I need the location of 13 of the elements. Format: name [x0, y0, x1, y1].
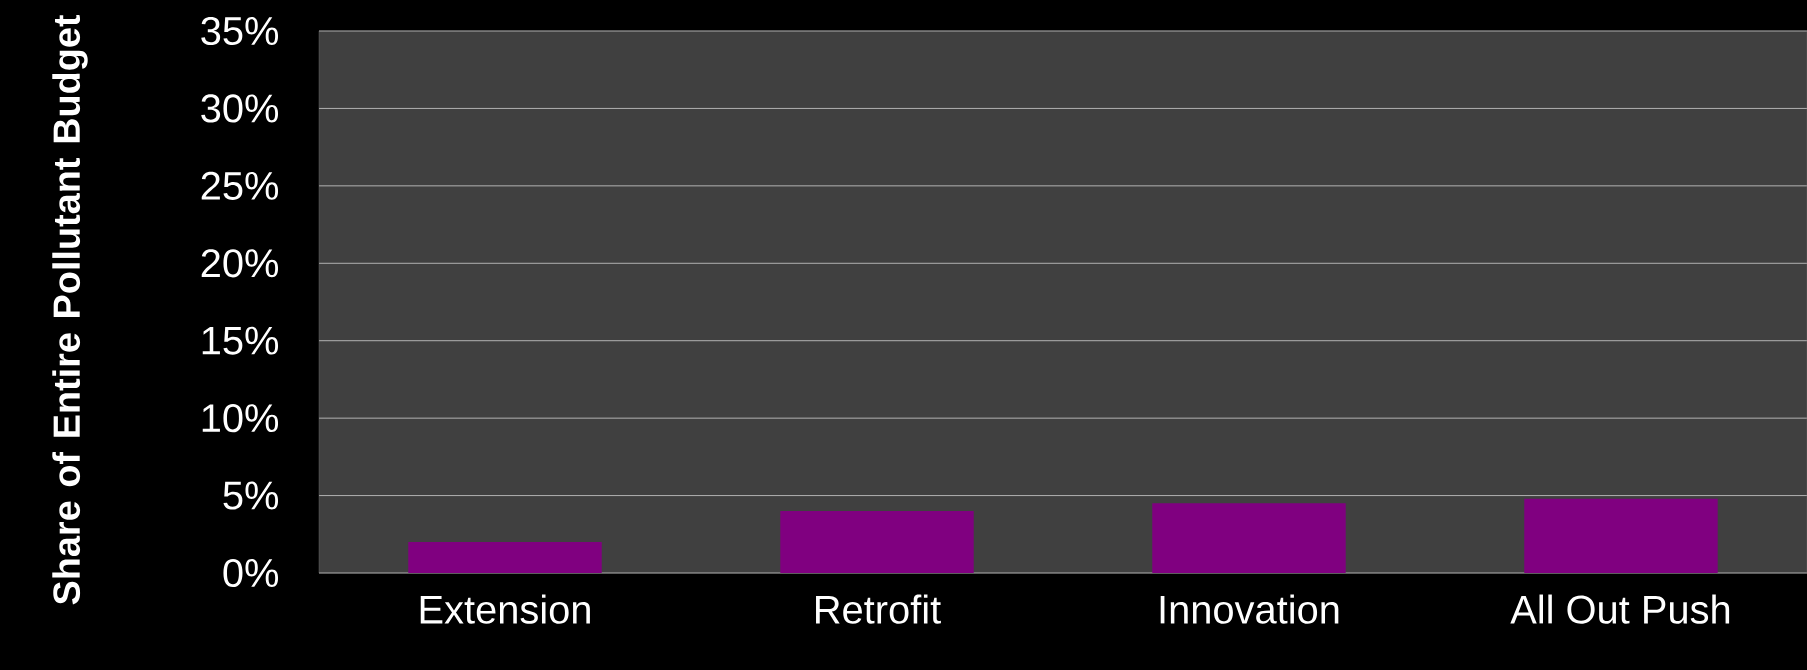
- y-tick-label: 30%: [201, 94, 279, 123]
- x-tick-label: Retrofit: [816, 594, 941, 624]
- y-tick-label: 5%: [223, 481, 279, 510]
- x-tick-label: Extension: [420, 594, 590, 624]
- y-tick-label: 25%: [201, 171, 279, 200]
- y-tick-label: 10%: [202, 404, 279, 433]
- y-tick-label: 35%: [201, 16, 279, 46]
- x-tick-label: Innovation: [1160, 594, 1339, 624]
- y-tick-label: 0%: [223, 558, 279, 588]
- y-tick-label: 15%: [202, 326, 279, 355]
- y-axis-title: Share of Entire Pollutant Budget: [52, 14, 88, 605]
- y-tick-label: 20%: [201, 249, 279, 278]
- x-tick-label: All Out Push: [1510, 594, 1730, 624]
